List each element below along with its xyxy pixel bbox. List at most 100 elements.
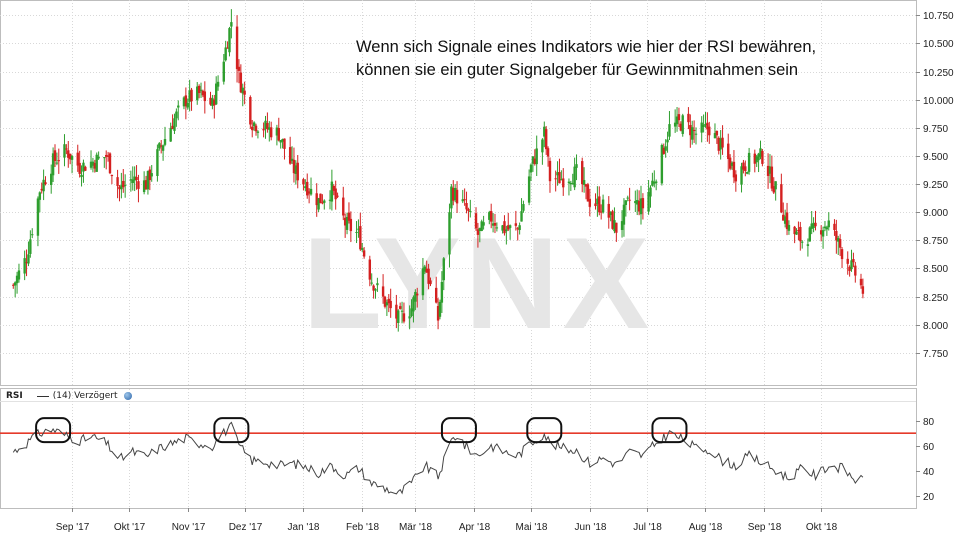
candle-body bbox=[774, 181, 777, 190]
candle-body bbox=[721, 137, 724, 148]
price-y-tick-label: 8.750 bbox=[923, 236, 948, 247]
candle-body bbox=[567, 181, 571, 184]
candle-body bbox=[744, 166, 747, 172]
candle-body bbox=[715, 130, 719, 136]
candle-body bbox=[12, 284, 15, 286]
rsi-signal-highlight bbox=[526, 417, 563, 444]
rsi-y-tick-label: 80 bbox=[923, 417, 935, 428]
x-tick-label: Apr '18 bbox=[459, 522, 491, 533]
rsi-legend-line bbox=[36, 395, 49, 397]
candle-body bbox=[840, 249, 844, 260]
candle-body bbox=[850, 260, 853, 270]
candle-body bbox=[228, 28, 231, 53]
candle-body bbox=[544, 129, 548, 150]
x-tick-label: Sep '17 bbox=[56, 522, 90, 533]
candle-body bbox=[654, 181, 658, 184]
candle-body bbox=[700, 122, 703, 133]
candle-body bbox=[586, 184, 590, 202]
candle-body bbox=[243, 90, 246, 95]
candle-body bbox=[854, 265, 857, 276]
candle-body bbox=[533, 158, 537, 165]
candle-body bbox=[436, 306, 440, 321]
candle-body bbox=[277, 127, 280, 141]
candle-body bbox=[489, 211, 493, 222]
candle-body bbox=[438, 301, 442, 317]
candle-body bbox=[416, 293, 419, 296]
rsi-legend-params: (14) Verzögert bbox=[52, 391, 118, 401]
rsi-signal-highlight bbox=[213, 417, 250, 444]
candle-body bbox=[757, 153, 760, 161]
candle-body bbox=[156, 149, 159, 176]
candle-body bbox=[508, 225, 512, 228]
candle-body bbox=[467, 209, 470, 211]
price-y-tick-label: 9.000 bbox=[923, 208, 948, 219]
candle-body bbox=[535, 148, 538, 165]
candle-body bbox=[732, 161, 736, 178]
candle-body bbox=[173, 118, 176, 131]
candle-body bbox=[414, 291, 417, 302]
candle-body bbox=[76, 152, 79, 166]
candle-body bbox=[622, 204, 626, 225]
candle-body bbox=[116, 177, 119, 186]
candle-body bbox=[27, 254, 30, 264]
candle-body bbox=[163, 139, 167, 145]
candle-body bbox=[268, 127, 271, 130]
candle-body bbox=[649, 187, 652, 197]
candle-body bbox=[759, 148, 762, 157]
candle-body bbox=[833, 223, 836, 231]
x-tick-label: Sep '18 bbox=[748, 522, 782, 533]
candle-body bbox=[131, 179, 134, 184]
candle-body bbox=[476, 229, 480, 235]
candle-body bbox=[637, 201, 641, 212]
candle-body bbox=[641, 198, 645, 209]
price-y-tick-label: 10.500 bbox=[923, 39, 954, 50]
candle-body bbox=[584, 184, 588, 187]
candle-body bbox=[196, 86, 199, 101]
candle-body bbox=[753, 153, 756, 164]
candle-body bbox=[160, 145, 163, 147]
candle-body bbox=[288, 147, 292, 164]
globe-icon[interactable] bbox=[123, 392, 132, 400]
candle-body bbox=[527, 176, 531, 203]
candle-body bbox=[613, 220, 616, 232]
candle-body bbox=[84, 166, 87, 171]
candle-body bbox=[213, 99, 216, 106]
candle-body bbox=[65, 148, 68, 150]
candle-body bbox=[177, 105, 180, 108]
price-y-tick-label: 7.750 bbox=[923, 349, 948, 360]
candle-body bbox=[249, 97, 252, 125]
x-tick-label: Jun '18 bbox=[575, 522, 607, 533]
candle-body bbox=[453, 187, 457, 201]
candle-body bbox=[230, 22, 233, 27]
rsi-y-tick-label: 40 bbox=[923, 467, 935, 478]
candle-body bbox=[412, 297, 415, 312]
candle-body bbox=[520, 211, 523, 222]
candle-body bbox=[361, 248, 364, 250]
candle-body bbox=[106, 155, 110, 157]
candle-body bbox=[150, 173, 153, 177]
candle-body bbox=[694, 133, 698, 135]
candle-body bbox=[541, 139, 544, 153]
candle-body bbox=[799, 226, 802, 242]
candle-body bbox=[408, 316, 411, 319]
chart-annotation: Wenn sich Signale eines Indikators wie h… bbox=[356, 36, 826, 82]
candle-body bbox=[620, 221, 624, 231]
rsi-legend-title: RSI bbox=[6, 391, 23, 401]
candle-body bbox=[785, 212, 789, 230]
price-y-tick-label: 9.250 bbox=[923, 180, 948, 191]
candle-body bbox=[548, 160, 552, 182]
candle-body bbox=[730, 162, 734, 166]
candle-body bbox=[251, 126, 254, 131]
candle-body bbox=[203, 91, 207, 102]
candle-body bbox=[624, 200, 628, 206]
candle-body bbox=[266, 122, 269, 130]
annotation-line-1: Wenn sich Signale eines Indikators wie h… bbox=[356, 38, 817, 56]
x-tick-label: Jul '18 bbox=[633, 522, 662, 533]
candle-body bbox=[448, 212, 451, 255]
candle-body bbox=[452, 187, 455, 201]
candle-body bbox=[653, 181, 656, 184]
candle-body bbox=[554, 178, 557, 180]
candle-body bbox=[675, 116, 679, 125]
